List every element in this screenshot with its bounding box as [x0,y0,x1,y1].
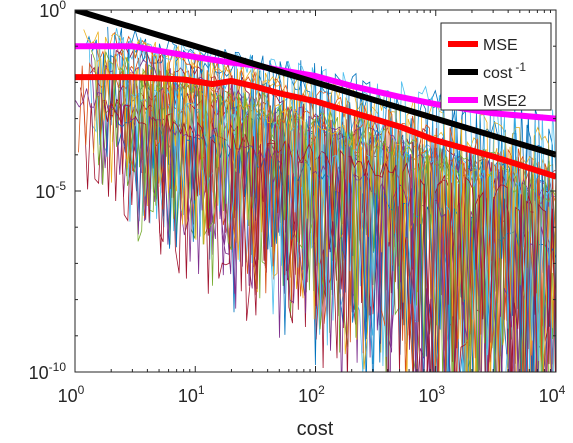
legend-label: cost -1 [483,60,526,82]
x-tick-label: 100 [58,383,85,406]
x-tick-label-exp: 0 [78,383,85,397]
x-tick-label-base: 10 [178,386,198,406]
x-axis-title: cost [297,418,334,440]
x-tick-label: 104 [539,383,566,406]
series-line-0 [75,74,556,180]
y-tick-label: 10-10 [29,360,67,383]
y-tick-label-base: 10 [39,1,59,21]
y-tick-label-base: 10 [29,363,49,383]
x-tick-label-base: 10 [418,386,438,406]
x-tick-label-exp: 1 [198,383,205,397]
legend-label-name: cost [483,65,513,82]
legend-label-name: MSE [483,37,518,54]
x-tick-label-exp: 2 [318,383,325,397]
legend-label-name: MSE2 [483,93,527,110]
background-trace [91,50,556,372]
y-tick-label: 100 [39,0,66,21]
y-tick-label: 10-5 [35,179,66,202]
x-tick-label: 102 [298,383,325,406]
background-trace [115,109,556,372]
x-tick-label-base: 10 [539,386,559,406]
x-tick-label-base: 10 [58,386,78,406]
legend: MSE cost -1 MSE2 [440,22,552,111]
x-tick-label: 101 [178,383,205,406]
x-tick-label: 103 [418,383,445,406]
x-tick-label-base: 10 [298,386,318,406]
series-line-1 [75,10,556,158]
x-tick-label-exp: 3 [438,383,445,397]
legend-label: MSE2 [483,93,527,110]
background-trace [93,54,556,372]
background-trace [78,62,556,372]
legend-label: MSE [483,37,518,54]
y-tick-label-exp: -5 [55,179,66,193]
background-trace [103,100,556,372]
axis-ticks [74,9,557,373]
legend-label-exp: -1 [515,60,526,74]
x-tick-label-exp: 4 [559,383,566,397]
y-tick-label-exp: 0 [59,0,66,12]
y-tick-label-base: 10 [35,182,55,202]
legend-box [440,22,552,111]
y-tick-label-exp: -10 [49,360,67,374]
